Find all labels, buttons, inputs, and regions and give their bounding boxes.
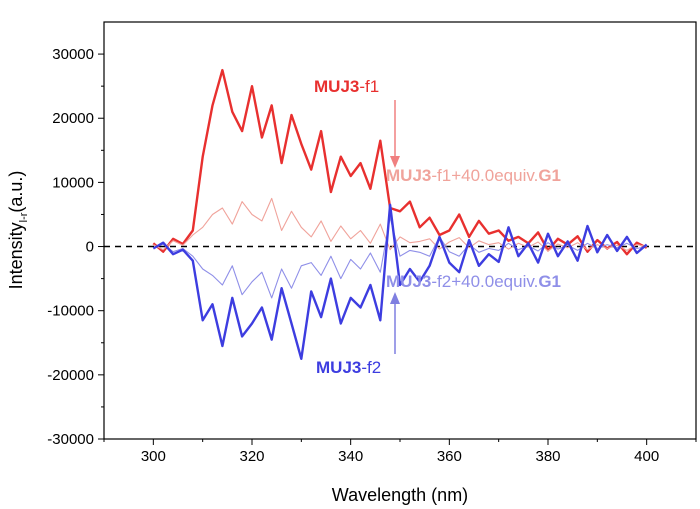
y-tick-label: -20000 [47, 367, 94, 384]
x-tick-label: 360 [437, 448, 462, 465]
y-tick-label: -10000 [47, 303, 94, 320]
label-muj3-f2: MUJ3-f2 [316, 358, 381, 377]
y-axis-title: Intensityl-r(a.u.) [6, 171, 30, 290]
x-ticks: 300 320 340 360 380 400 [103, 439, 697, 465]
x-tick-label: 300 [141, 448, 166, 465]
label-muj3-f1-g1: MUJ3-f1+40.0equiv.G1 [386, 166, 561, 185]
series-line-3 [152, 203, 648, 360]
y-tick-label: 10000 [52, 174, 94, 191]
x-tick-label: 320 [239, 448, 264, 465]
x-axis-title: Wavelength (nm) [332, 485, 468, 505]
y-tick-label: -30000 [47, 431, 94, 448]
f2-arrowhead [390, 292, 400, 304]
x-tick-label: 400 [634, 448, 659, 465]
series-layer [152, 68, 648, 360]
series-line-0 [152, 68, 648, 256]
x-tick-label: 380 [535, 448, 560, 465]
x-tick-label: 340 [338, 448, 363, 465]
label-muj3-f1: MUJ3-f1 [314, 77, 379, 96]
label-muj3-f2-g1: MUJ3-f2+40.0equiv.G1 [386, 272, 561, 291]
y-ticks: -30000 -20000 -10000 0 10000 20000 30000 [47, 46, 104, 448]
y-tick-label: 0 [86, 239, 94, 256]
series-line-1 [153, 197, 647, 252]
y-tick-label: 20000 [52, 110, 94, 127]
f1-arrowhead [390, 156, 400, 168]
y-tick-label: 30000 [52, 46, 94, 63]
